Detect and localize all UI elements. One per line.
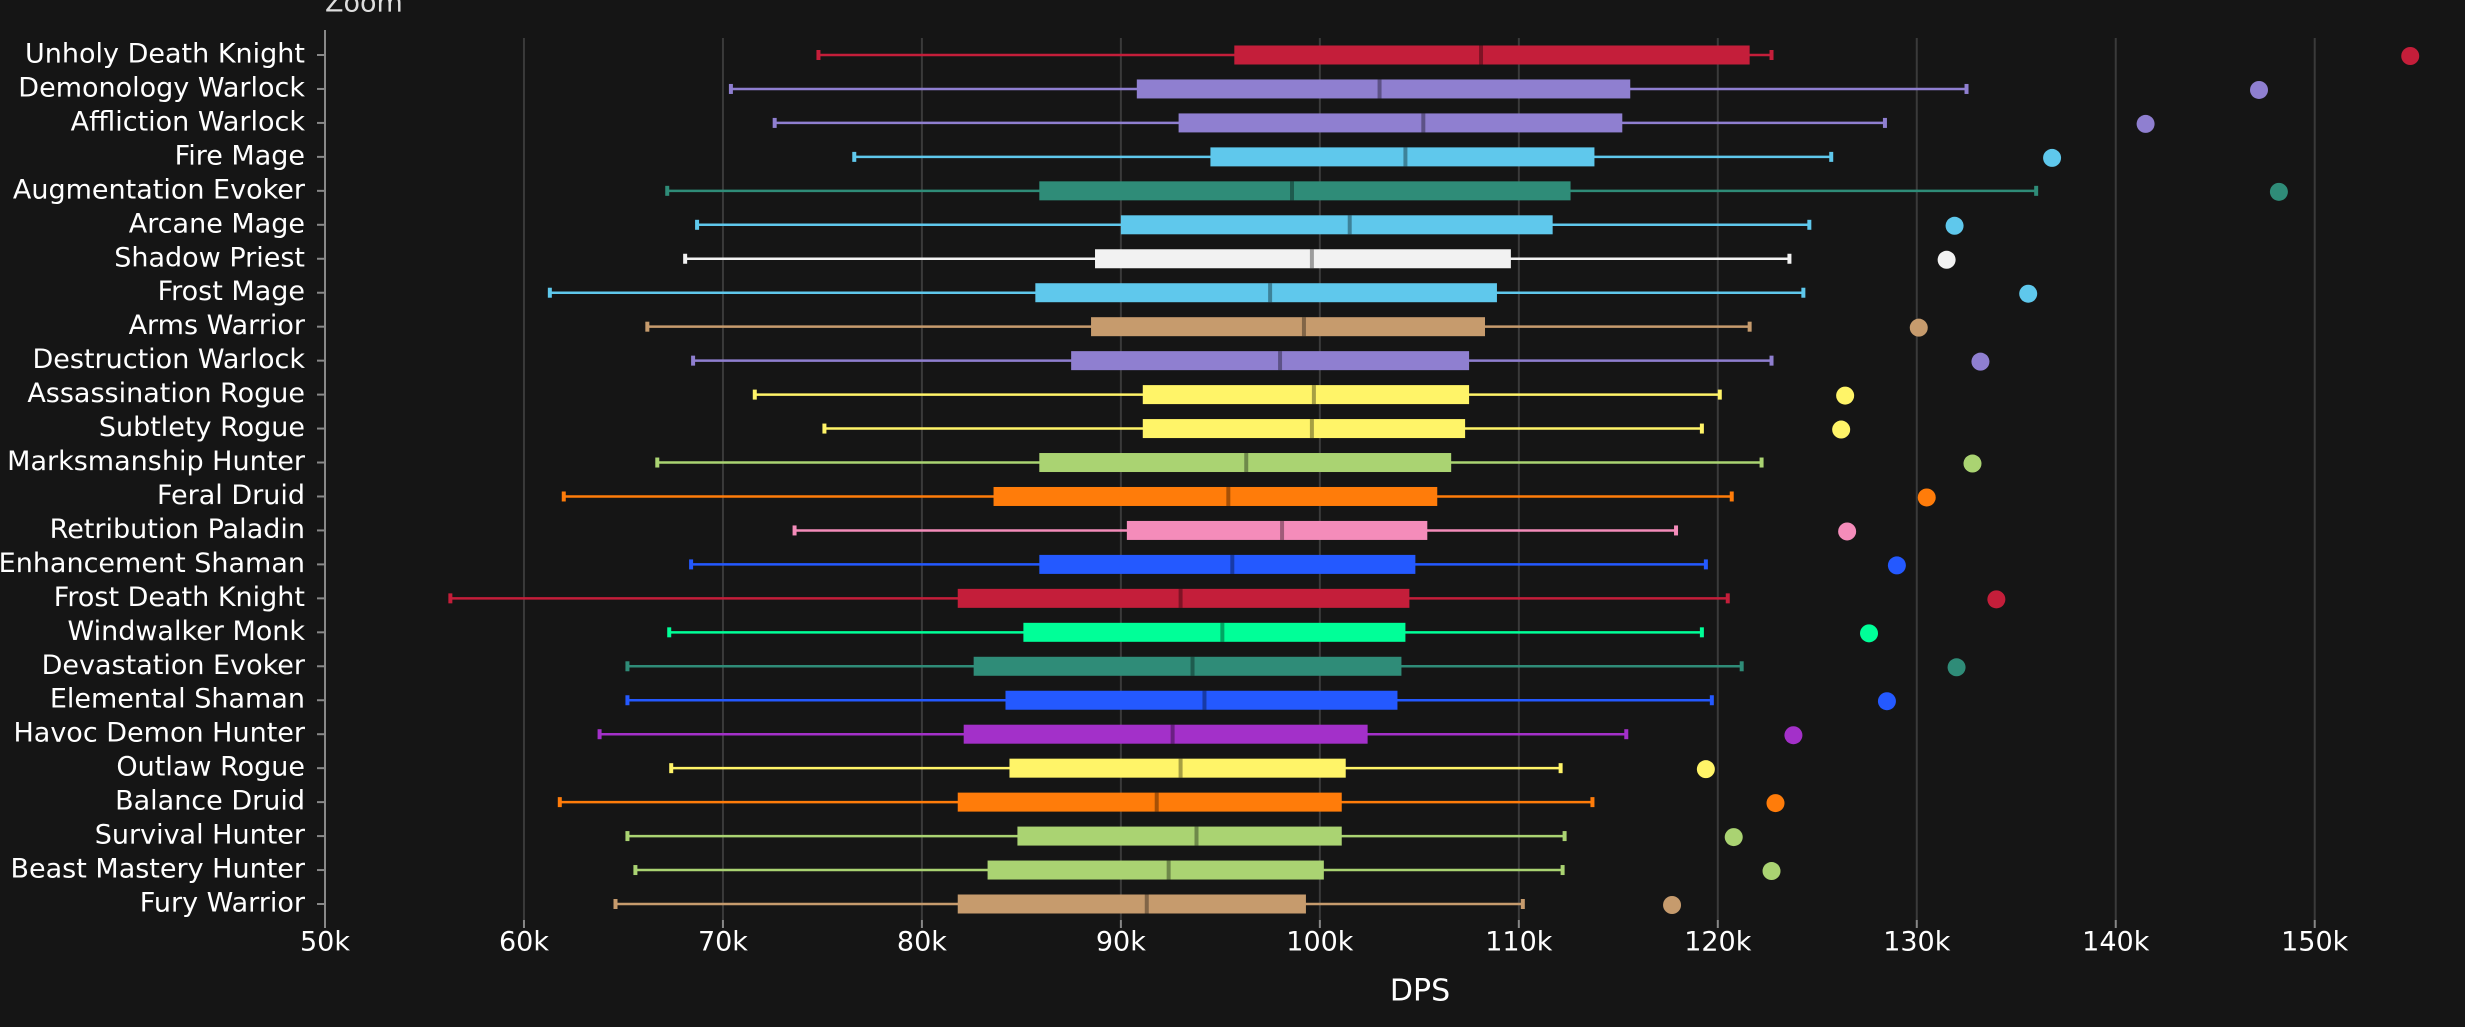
x-tick-label: 130k bbox=[1883, 927, 1951, 958]
box bbox=[1178, 113, 1623, 133]
outlier-point bbox=[1836, 386, 1855, 405]
outlier-point bbox=[1887, 556, 1906, 575]
box bbox=[1091, 317, 1486, 337]
outlier-point bbox=[2043, 148, 2062, 167]
outlier-point bbox=[1947, 658, 1966, 677]
category-label: Enhancement Shaman bbox=[0, 548, 305, 579]
outlier-point bbox=[2019, 284, 2038, 303]
category-label: Outlaw Rogue bbox=[116, 752, 305, 783]
category-label: Fury Warrior bbox=[140, 888, 306, 919]
category-label: Devastation Evoker bbox=[42, 650, 306, 681]
x-tick-label: 60k bbox=[499, 927, 549, 958]
box bbox=[987, 860, 1324, 880]
x-tick-label: 140k bbox=[2082, 927, 2150, 958]
category-label: Subtlety Rogue bbox=[99, 412, 305, 443]
box bbox=[957, 588, 1410, 608]
box bbox=[1210, 147, 1595, 167]
outlier-point bbox=[1696, 760, 1715, 779]
outlier-point bbox=[2136, 114, 2155, 133]
category-label: Windwalker Monk bbox=[67, 616, 305, 647]
x-tick-label: 100k bbox=[1286, 927, 1354, 958]
category-label: Balance Druid bbox=[115, 786, 305, 817]
x-tick-label: 120k bbox=[1684, 927, 1752, 958]
box bbox=[1039, 453, 1452, 473]
outlier-point bbox=[1917, 488, 1936, 507]
outlier-point bbox=[1945, 216, 1964, 235]
category-label: Unholy Death Knight bbox=[25, 39, 305, 70]
box bbox=[1017, 826, 1342, 846]
outlier-point bbox=[1909, 318, 1928, 337]
outlier-point bbox=[1762, 862, 1781, 881]
outlier-point bbox=[2250, 80, 2269, 99]
x-tick-label: 80k bbox=[897, 927, 947, 958]
outlier-point bbox=[1860, 624, 1879, 643]
category-label: Destruction Warlock bbox=[32, 344, 305, 375]
category-label: Fire Mage bbox=[175, 140, 305, 171]
box bbox=[1023, 622, 1406, 642]
box bbox=[957, 894, 1306, 914]
category-label: Retribution Paladin bbox=[50, 514, 305, 545]
category-label: Affliction Warlock bbox=[71, 106, 306, 137]
x-tick-label: 90k bbox=[1096, 927, 1146, 958]
box bbox=[1005, 690, 1398, 710]
box bbox=[1142, 419, 1466, 439]
category-label: Havoc Demon Hunter bbox=[13, 718, 305, 749]
outlier-point bbox=[1838, 522, 1857, 541]
category-label: Arms Warrior bbox=[129, 310, 306, 341]
outlier-point bbox=[1832, 420, 1851, 439]
outlier-point bbox=[1724, 828, 1743, 847]
box bbox=[1035, 283, 1497, 303]
x-axis-title: DPS bbox=[1390, 974, 1450, 1009]
category-label: Elemental Shaman bbox=[50, 684, 305, 715]
box bbox=[1009, 758, 1346, 778]
x-tick-label: 70k bbox=[698, 927, 748, 958]
category-label: Demonology Warlock bbox=[18, 72, 305, 103]
category-label: Beast Mastery Hunter bbox=[10, 854, 305, 885]
outlier-point bbox=[1663, 896, 1682, 914]
box bbox=[973, 656, 1402, 676]
x-tick-label: 50k bbox=[300, 927, 350, 958]
category-label: Shadow Priest bbox=[114, 242, 305, 273]
outlier-point bbox=[1877, 692, 1896, 711]
box bbox=[1039, 554, 1416, 574]
category-label: Survival Hunter bbox=[95, 820, 306, 851]
box bbox=[1136, 79, 1631, 99]
box bbox=[1071, 351, 1470, 371]
category-label: Frost Mage bbox=[158, 276, 305, 307]
box bbox=[1039, 181, 1571, 201]
outlier-point bbox=[2401, 47, 2420, 65]
outlier-point bbox=[1937, 250, 1956, 269]
category-label: Frost Death Knight bbox=[54, 582, 305, 613]
category-label: Assassination Rogue bbox=[27, 378, 305, 409]
box bbox=[957, 792, 1342, 812]
category-label: Feral Druid bbox=[157, 480, 305, 511]
box bbox=[1095, 249, 1511, 269]
outlier-point bbox=[1766, 794, 1785, 813]
box bbox=[1120, 215, 1553, 235]
category-label: Marksmanship Hunter bbox=[7, 446, 306, 477]
box bbox=[1234, 45, 1750, 65]
x-tick-label: 150k bbox=[2281, 927, 2349, 958]
box bbox=[1126, 520, 1428, 540]
outlier-point bbox=[2269, 182, 2288, 201]
category-label: Augmentation Evoker bbox=[13, 174, 306, 205]
outlier-point bbox=[1987, 590, 2006, 609]
outlier-point bbox=[1784, 726, 1803, 745]
zoom-label[interactable]: Zoom bbox=[325, 0, 403, 19]
category-label: Arcane Mage bbox=[129, 208, 305, 239]
x-tick-label: 110k bbox=[1485, 927, 1553, 958]
box bbox=[1142, 385, 1470, 405]
outlier-point bbox=[1971, 352, 1990, 371]
box bbox=[963, 724, 1368, 744]
outlier-point bbox=[1963, 454, 1982, 473]
box bbox=[993, 486, 1438, 506]
